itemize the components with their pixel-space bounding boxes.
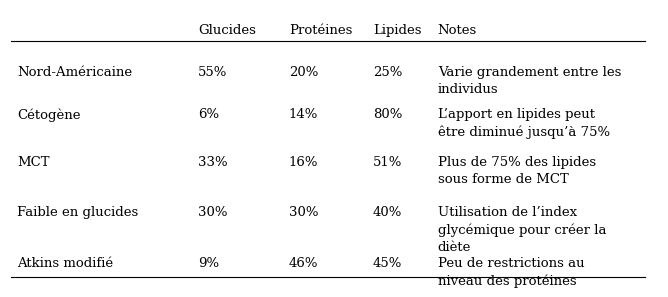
Text: Cétogène: Cétogène (17, 108, 81, 121)
Text: 20%: 20% (289, 66, 318, 79)
Text: Lipides: Lipides (373, 24, 422, 37)
Text: 14%: 14% (289, 108, 318, 121)
Text: 16%: 16% (289, 156, 319, 169)
Text: 30%: 30% (198, 206, 228, 219)
Text: 6%: 6% (198, 108, 219, 121)
Text: 51%: 51% (373, 156, 402, 169)
Text: Peu de restrictions au
niveau des protéines: Peu de restrictions au niveau des protéi… (438, 257, 584, 287)
Text: 30%: 30% (289, 206, 319, 219)
Text: 9%: 9% (198, 257, 219, 270)
Text: Utilisation de l’index
glycémique pour créer la
diète: Utilisation de l’index glycémique pour c… (438, 206, 607, 254)
Text: 40%: 40% (373, 206, 402, 219)
Text: L’apport en lipides peut
être diminué jusqu’à 75%: L’apport en lipides peut être diminué ju… (438, 108, 610, 139)
Text: Notes: Notes (438, 24, 477, 37)
Text: Varie grandement entre les
individus: Varie grandement entre les individus (438, 66, 621, 96)
Text: Nord-Américaine: Nord-Américaine (17, 66, 132, 79)
Text: 80%: 80% (373, 108, 402, 121)
Text: Faible en glucides: Faible en glucides (17, 206, 138, 219)
Text: Protéines: Protéines (289, 24, 352, 37)
Text: Glucides: Glucides (198, 24, 257, 37)
Text: 46%: 46% (289, 257, 319, 270)
Text: Atkins modifié: Atkins modifié (17, 257, 114, 270)
Text: 33%: 33% (198, 156, 228, 169)
Text: Plus de 75% des lipides
sous forme de MCT: Plus de 75% des lipides sous forme de MC… (438, 156, 596, 186)
Text: 45%: 45% (373, 257, 402, 270)
Text: MCT: MCT (17, 156, 49, 169)
Text: 55%: 55% (198, 66, 228, 79)
Text: 25%: 25% (373, 66, 402, 79)
